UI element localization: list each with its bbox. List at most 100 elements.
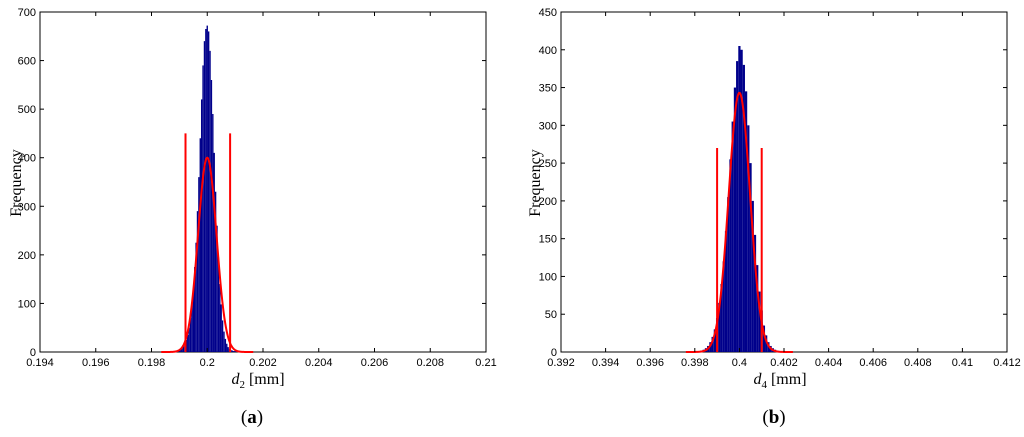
histogram-bar — [731, 121, 734, 352]
y-axis-ticks-b: 0 50 100 150 200 250 300 350 400 450 — [539, 7, 1007, 359]
histogram-bar — [758, 291, 761, 352]
panel-caption-b: (b) — [762, 407, 785, 428]
x-tick-label: 0.412 — [993, 357, 1021, 369]
x-axis-label-a: d2 [mm] — [231, 371, 284, 391]
histogram-bar — [744, 91, 748, 352]
histogram-bar — [720, 284, 723, 352]
histogram-bar — [740, 49, 743, 353]
histogram-bar — [192, 288, 195, 352]
panel-letter-a: a — [247, 407, 257, 428]
x-tick-label: 0.196 — [82, 357, 110, 369]
histogram-bar — [736, 61, 739, 352]
histogram-bar — [188, 327, 190, 352]
y-tick-label: 200 — [539, 196, 557, 208]
histogram-bar — [724, 231, 728, 352]
panel-caption-a: (a) — [241, 407, 263, 428]
x-tick-label: 0.394 — [592, 357, 620, 369]
histogram-bar — [751, 200, 754, 352]
histogram-bar — [749, 163, 752, 352]
x-axis-sub-a: 2 — [239, 379, 245, 391]
histogram-bar — [207, 31, 210, 353]
x-axis-unit-a: [mm] — [245, 371, 285, 388]
y-axis-ticks-a: 0 100 200 300 400 500 600 700 — [18, 7, 486, 359]
x-axis-ticks-b: 0.392 0.394 0.396 0.398 0.4 0.402 0.404 0.406 0.… — [547, 12, 1021, 369]
histogram-bar — [214, 191, 217, 352]
x-axis-sub-b: 4 — [761, 379, 767, 391]
histogram-bar — [220, 304, 222, 352]
x-tick-label: 0.41 — [952, 357, 973, 369]
x-tick-label: 0.392 — [547, 357, 575, 369]
normal-fit-curve-b — [685, 91, 793, 353]
histogram-bars-b — [700, 46, 779, 353]
normal-fit-curve-a — [161, 156, 254, 353]
x-tick-label: 0.4 — [732, 357, 747, 369]
histogram-bar — [210, 80, 213, 352]
y-tick-label: 300 — [539, 120, 557, 132]
x-axis-var-b: d — [753, 371, 762, 388]
y-tick-label: 600 — [18, 56, 36, 68]
y-tick-label: 300 — [18, 201, 36, 213]
y-tick-label: 200 — [18, 250, 36, 262]
x-tick-label: 0.398 — [681, 357, 709, 369]
histogram-bar — [221, 320, 224, 352]
histogram-bar — [231, 350, 234, 352]
histogram-bar — [217, 257, 220, 352]
histogram-bar — [198, 177, 200, 352]
histogram-bar — [729, 159, 732, 352]
y-tick-label: 700 — [18, 7, 36, 19]
plot-frame-a — [39, 11, 487, 353]
x-tick-label: 0.208 — [416, 357, 444, 369]
histogram-bar — [219, 284, 221, 352]
histogram-bar — [756, 265, 759, 352]
y-tick-label: 0 — [551, 347, 557, 359]
histogram-bar — [227, 347, 229, 352]
plot-frame-b — [560, 11, 1008, 353]
x-tick-label: 0.202 — [249, 357, 277, 369]
histogram-bar — [711, 336, 714, 352]
histogram-bar — [212, 114, 214, 352]
histogram-bar — [196, 211, 199, 352]
histogram-bar — [195, 242, 197, 352]
y-tick-label: 50 — [545, 309, 557, 321]
limit-lines-a — [184, 133, 232, 352]
x-tick-label: 0.396 — [636, 357, 664, 369]
histogram-bar — [727, 197, 730, 352]
histogram-bar — [189, 318, 192, 352]
histogram-bar — [191, 305, 193, 352]
histogram-bar — [226, 343, 228, 352]
y-axis-label-b: Frequency — [527, 149, 544, 217]
histogram-bar — [202, 65, 204, 352]
histogram-bar — [200, 99, 203, 352]
y-tick-label: 400 — [539, 45, 557, 57]
histogram-bar — [205, 29, 207, 352]
histogram-bar — [224, 338, 227, 352]
plot-area-b: 0.392 0.394 0.396 0.398 0.4 0.402 0.404 0.406 0.… — [539, 7, 1021, 369]
limit-lines-b — [716, 148, 763, 352]
x-axis-ticks-a: 0.194 0.196 0.198 0.2 0.202 0.204 0.206 0.208 0.… — [26, 12, 497, 369]
y-tick-label: 0 — [30, 347, 36, 359]
x-tick-label: 0.204 — [305, 357, 333, 369]
histogram-bar — [199, 138, 201, 352]
x-tick-label: 0.406 — [859, 357, 887, 369]
y-tick-label: 250 — [539, 158, 557, 170]
panel-letter-b: b — [769, 407, 780, 428]
x-tick-label: 0.194 — [26, 357, 54, 369]
y-tick-label: 350 — [539, 83, 557, 95]
y-tick-label: 450 — [539, 7, 557, 19]
y-tick-label: 400 — [18, 153, 36, 165]
histogram-bar — [181, 348, 183, 352]
x-tick-label: 0.198 — [138, 357, 166, 369]
histogram-bar — [765, 335, 768, 352]
histogram-bar — [216, 225, 218, 352]
histogram-panel-b: 0.392 0.394 0.396 0.398 0.4 0.402 0.404 0.406 0.… — [527, 7, 1021, 428]
histogram-bar — [187, 335, 189, 352]
plot-area-a: 0.194 0.196 0.198 0.2 0.202 0.204 0.206 0.208 0.… — [18, 7, 497, 369]
histogram-bar — [762, 325, 766, 352]
histogram-bar — [213, 152, 215, 352]
x-tick-label: 0.404 — [815, 357, 843, 369]
y-tick-label: 100 — [18, 298, 36, 310]
x-tick-label: 0.408 — [904, 357, 932, 369]
histogram-bar — [233, 351, 235, 352]
x-axis-var-a: d — [231, 371, 240, 388]
